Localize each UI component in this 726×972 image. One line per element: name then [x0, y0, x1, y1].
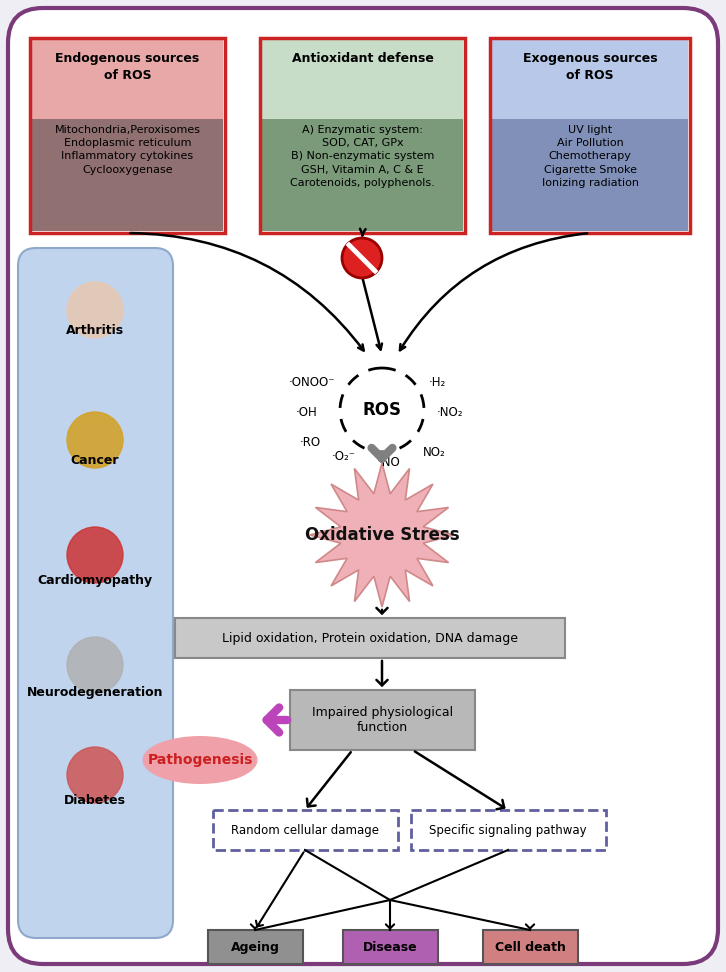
Text: ·RO: ·RO	[299, 435, 321, 448]
Bar	[32, 119, 223, 231]
Circle shape	[67, 412, 123, 468]
Circle shape	[67, 527, 123, 583]
Bar	[343, 930, 438, 964]
Text: Impaired physiological
function: Impaired physiological function	[312, 706, 453, 734]
Bar	[410, 810, 605, 850]
Text: Mitochondria,Peroxisomes
Endoplasmic reticulum
Inflammatory cytokines
Cyclooxyge: Mitochondria,Peroxisomes Endoplasmic ret…	[54, 125, 200, 175]
Text: Random cellular damage: Random cellular damage	[231, 823, 379, 837]
Text: Cancer: Cancer	[70, 454, 119, 467]
Text: NO₂: NO₂	[423, 445, 445, 459]
Text: ·O₂⁻: ·O₂⁻	[332, 449, 356, 463]
Bar	[213, 810, 398, 850]
Text: ·ONOO⁻: ·ONOO⁻	[289, 375, 335, 389]
Text: Diabetes: Diabetes	[64, 793, 126, 807]
Bar	[32, 40, 223, 119]
Bar	[262, 40, 463, 119]
Bar	[492, 40, 688, 119]
Circle shape	[342, 238, 382, 278]
Text: Neurodegeneration: Neurodegeneration	[27, 685, 163, 699]
Text: ·NO₂: ·NO₂	[437, 405, 463, 419]
Circle shape	[340, 368, 424, 452]
Text: Endogenous sources
of ROS: Endogenous sources of ROS	[55, 52, 200, 82]
Bar	[30, 38, 225, 233]
Text: Cardiomyopathy: Cardiomyopathy	[38, 573, 152, 586]
FancyBboxPatch shape	[8, 8, 718, 964]
Text: Pathogenesis: Pathogenesis	[147, 753, 253, 767]
Bar	[290, 690, 475, 750]
Text: ROS: ROS	[362, 401, 401, 419]
FancyBboxPatch shape	[18, 248, 173, 938]
Bar	[260, 38, 465, 233]
Text: Antioxidant defense: Antioxidant defense	[292, 52, 433, 65]
Bar	[483, 930, 577, 964]
Text: ·NO: ·NO	[379, 456, 401, 469]
Text: Cell death: Cell death	[494, 941, 566, 954]
Text: A) Enzymatic system:
SOD, CAT, GPx
B) Non-enzymatic system
GSH, Vitamin A, C & E: A) Enzymatic system: SOD, CAT, GPx B) No…	[290, 125, 435, 188]
Bar	[208, 930, 303, 964]
Text: Specific signaling pathway: Specific signaling pathway	[429, 823, 587, 837]
Bar	[262, 119, 463, 231]
Text: UV light
Air Pollution
Chemotherapy
Cigarette Smoke
Ionizing radiation: UV light Air Pollution Chemotherapy Ciga…	[542, 125, 638, 188]
Text: Arthritis: Arthritis	[66, 324, 124, 336]
Text: Exogenous sources
of ROS: Exogenous sources of ROS	[523, 52, 657, 82]
Bar	[175, 618, 565, 658]
Circle shape	[67, 747, 123, 803]
Text: Lipid oxidation, Protein oxidation, DNA damage: Lipid oxidation, Protein oxidation, DNA …	[222, 632, 518, 644]
Polygon shape	[310, 463, 454, 607]
Text: Disease: Disease	[363, 941, 417, 954]
Text: Ageing: Ageing	[231, 941, 280, 954]
Bar	[492, 119, 688, 231]
Circle shape	[67, 637, 123, 693]
Text: ·H₂: ·H₂	[428, 375, 446, 389]
Ellipse shape	[142, 736, 258, 784]
Circle shape	[67, 282, 123, 338]
Bar	[490, 38, 690, 233]
Text: Oxidative Stress: Oxidative Stress	[305, 526, 460, 544]
Text: ·OH: ·OH	[296, 405, 318, 419]
